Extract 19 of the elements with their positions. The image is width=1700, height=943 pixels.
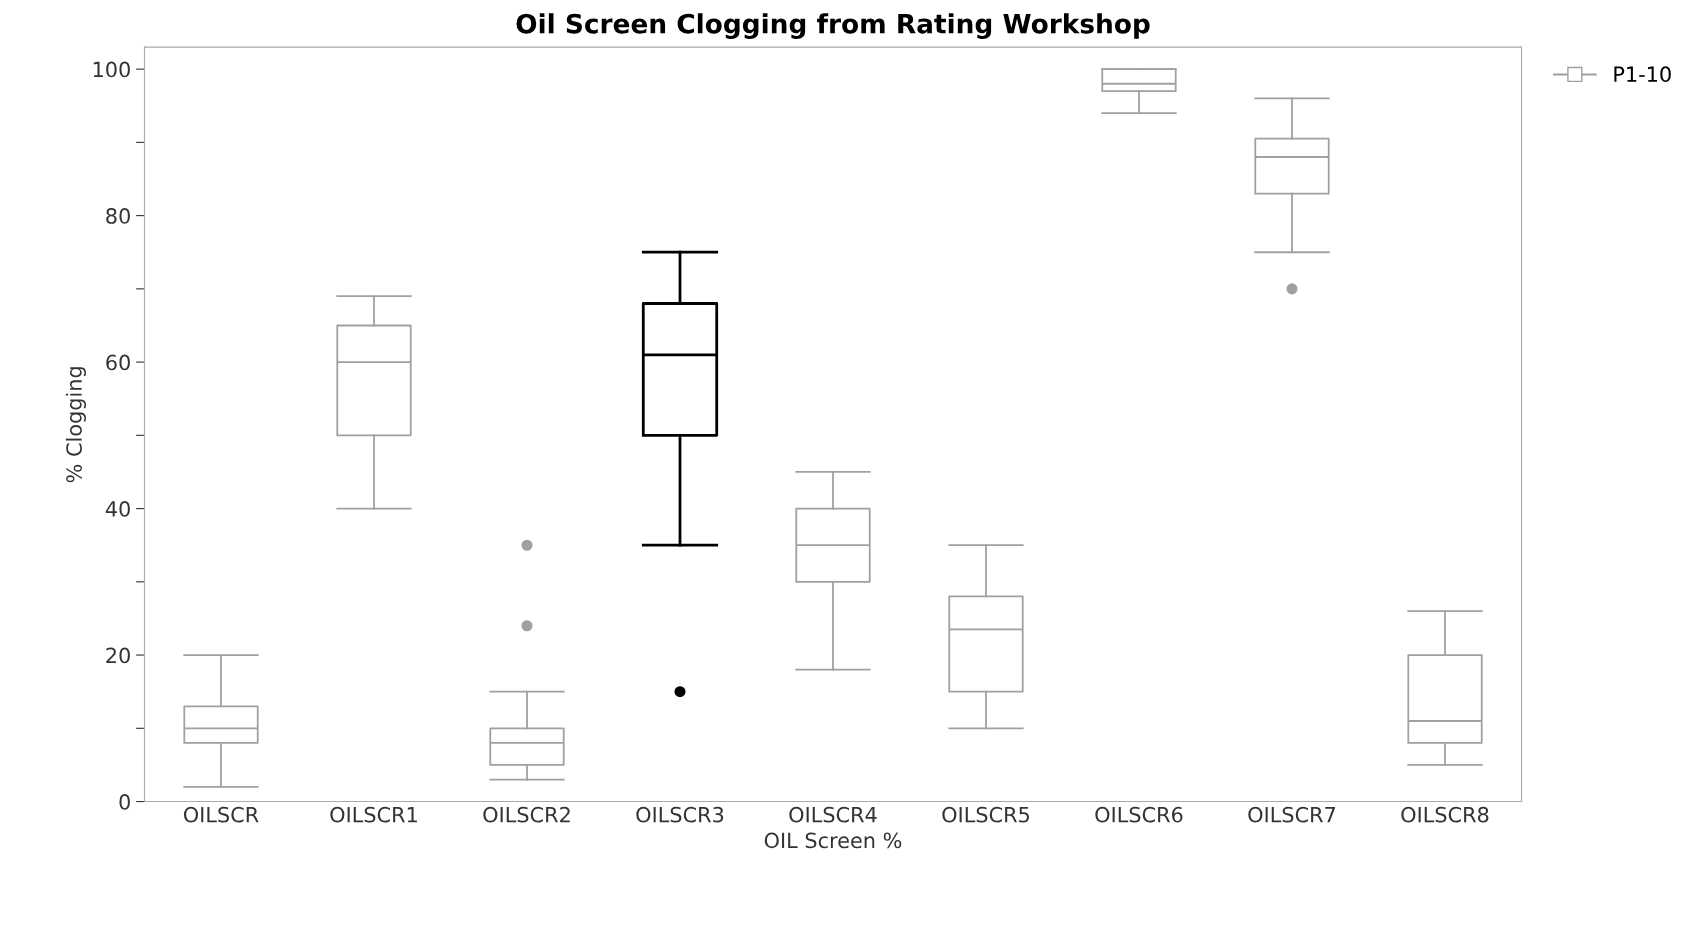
x-tick-label: OILSCR5 [942, 806, 1029, 823]
x-tick-label: OILSCR1 [330, 806, 417, 823]
x-tick-label: OILSCR4 [789, 806, 877, 823]
y-tick-label: 20 [106, 647, 130, 664]
y-axis-title: % Clogging [65, 367, 86, 483]
y-tick-label: 100 [93, 61, 130, 78]
y-tick-label: 0 [119, 794, 130, 810]
x-axis-title: OIL Screen % [764, 832, 902, 849]
x-tick-label: OILSCR6 [1095, 806, 1183, 823]
y-tick-label: 80 [106, 208, 130, 224]
x-tick-label: OILSCR7 [1248, 806, 1336, 823]
x-tick-label: OILSCR3 [636, 806, 724, 823]
chart-title: Oil Screen Clogging from Rating Workshop [516, 13, 1150, 39]
y-tick-label: 60 [106, 354, 130, 371]
x-tick-label: OILSCR2 [483, 806, 570, 823]
y-tick-label: 40 [105, 501, 130, 517]
x-tick-label: OILSCR8 [1401, 806, 1489, 823]
legend-label: P1-10 [1614, 66, 1671, 83]
x-tick-label: OILSCR [183, 806, 259, 823]
